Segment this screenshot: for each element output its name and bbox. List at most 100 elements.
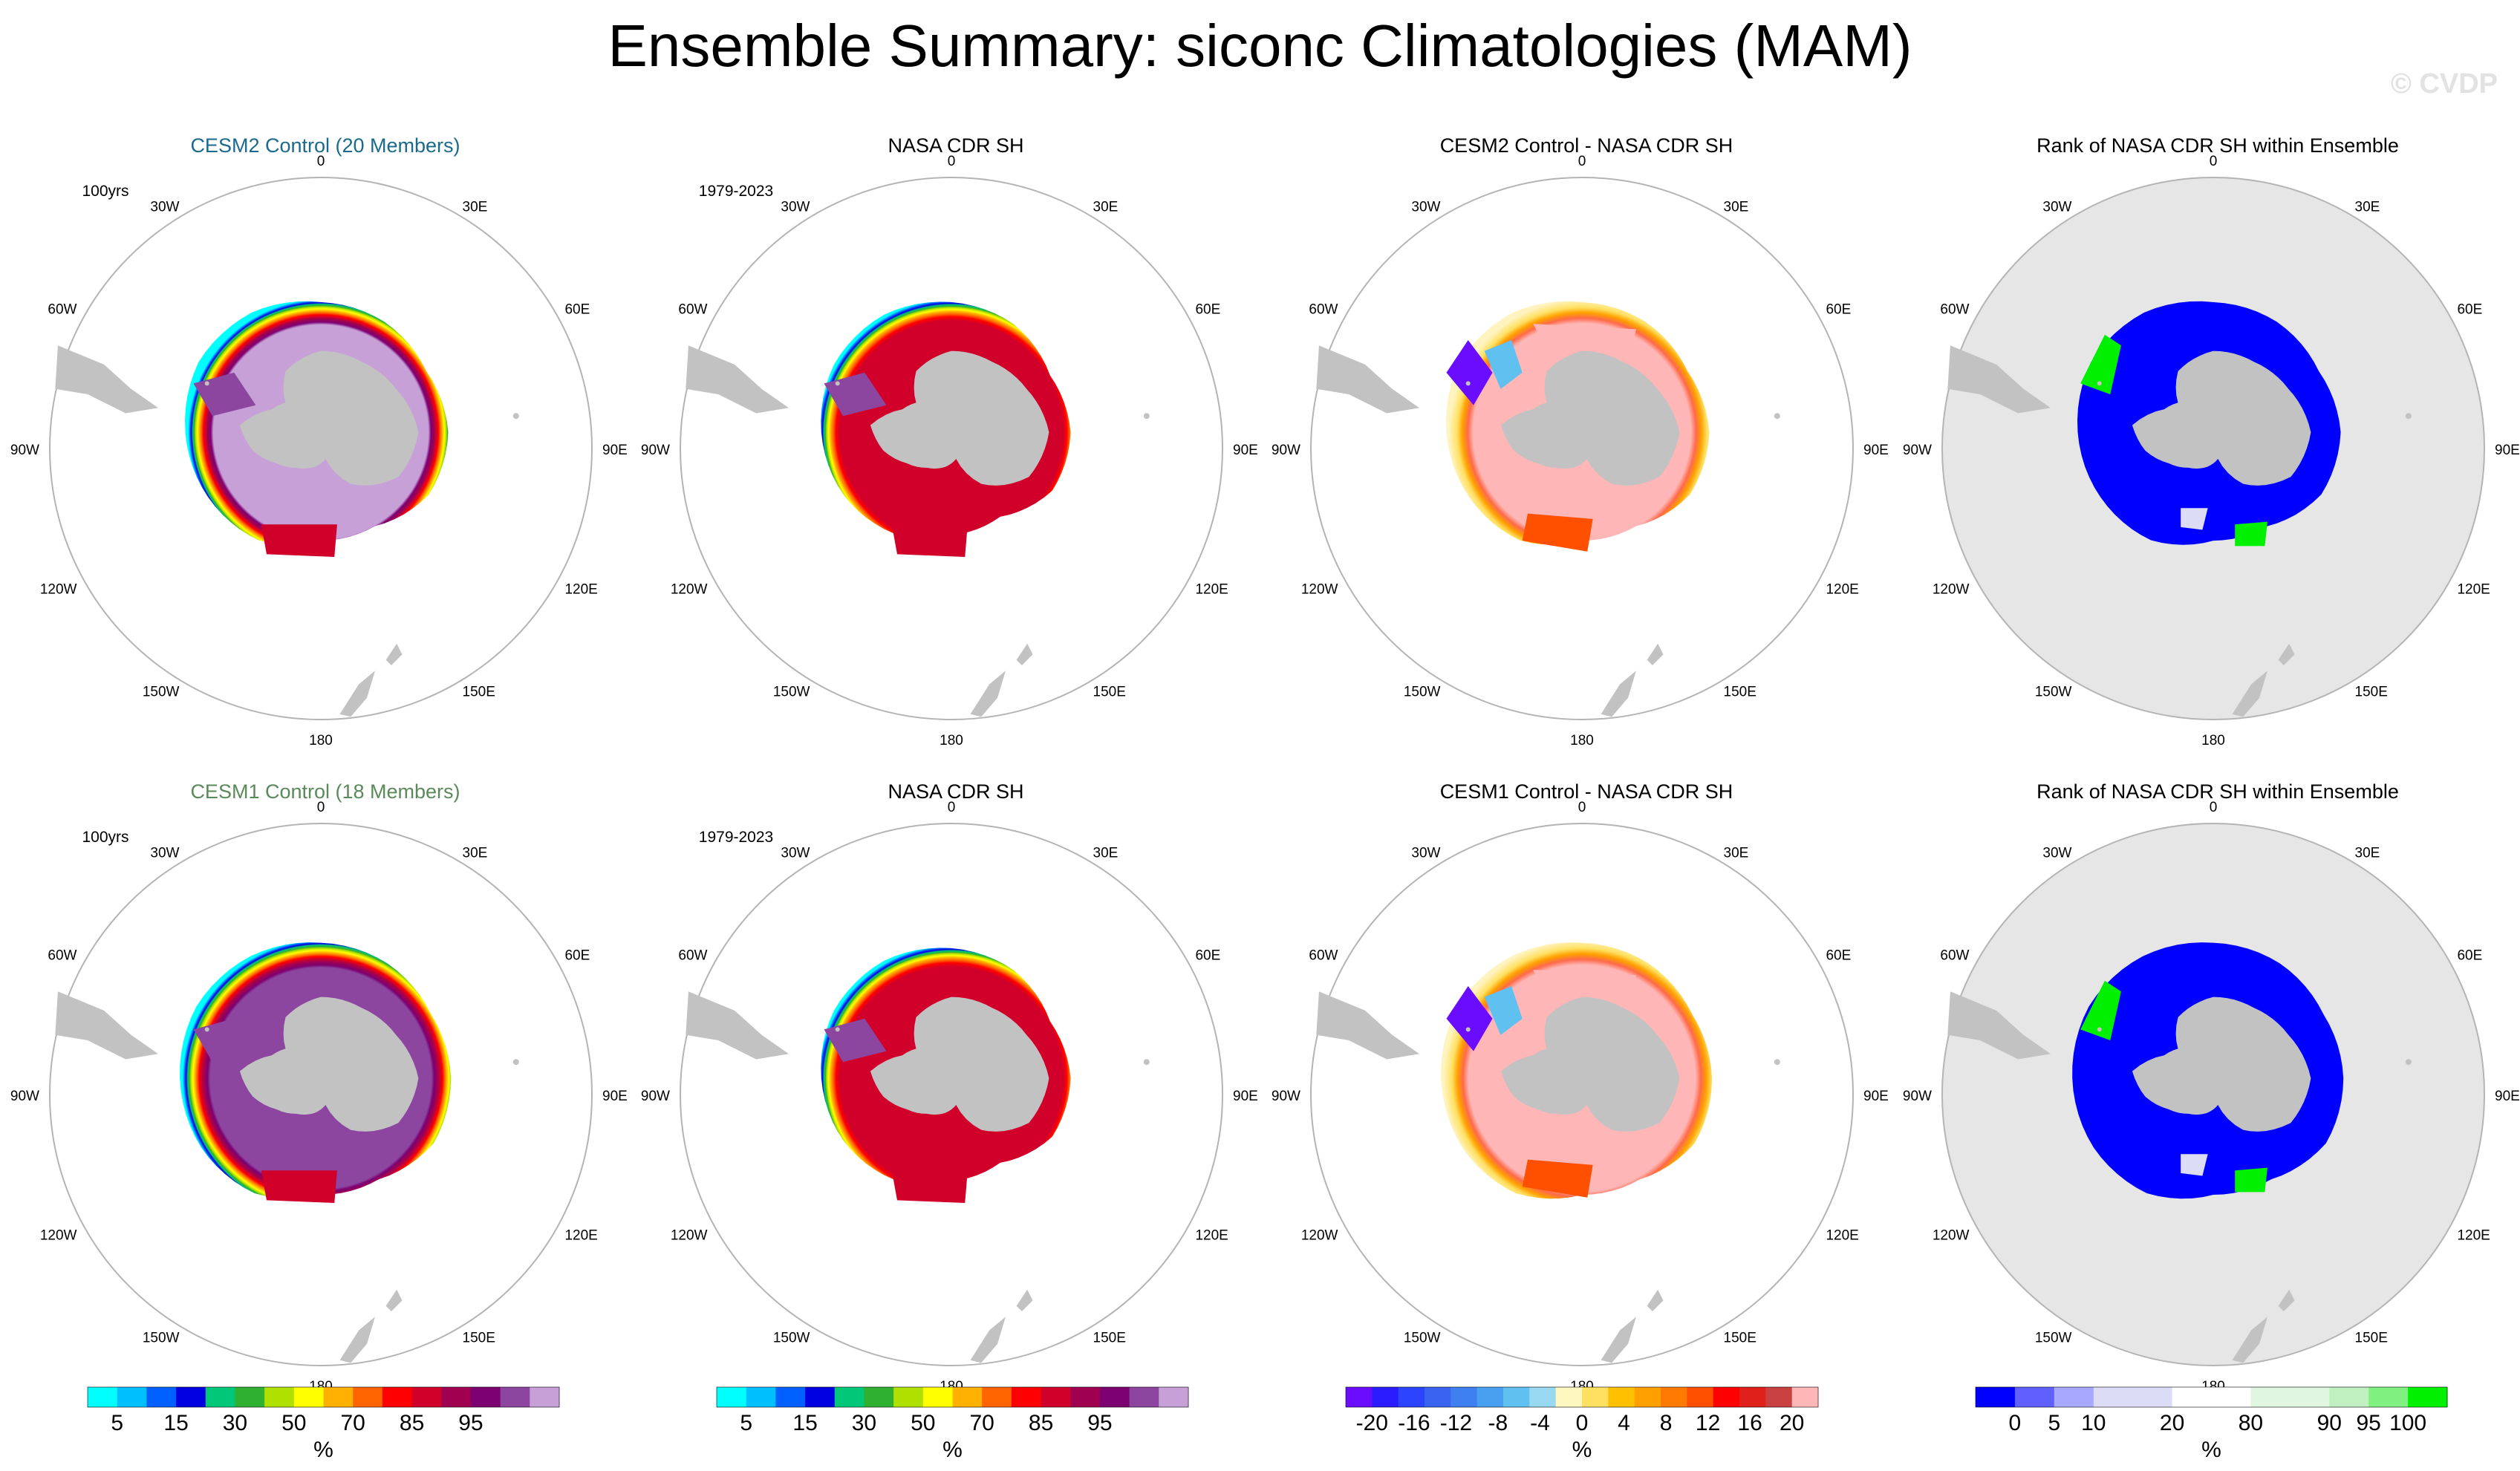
colorbar-conc-bar-2: 5 15 30 50 70 85 95% (716, 1386, 1189, 1462)
positive-anomaly-band (1533, 324, 1636, 351)
colorbar-segment (2329, 1387, 2369, 1407)
new-zealand-land (2232, 671, 2267, 717)
colorbar-tick-label: -12 (1440, 1411, 1472, 1435)
new-zealand-north-land (1016, 1289, 1033, 1311)
colorbar-segment (1372, 1387, 1399, 1407)
colorbar-segment (1041, 1387, 1071, 1407)
meridian-label: 120W (1301, 582, 1338, 598)
colorbar-tick-label: 85 (1029, 1411, 1053, 1435)
colorbar-tick-label: 0 (2009, 1411, 2022, 1435)
colorbar-unit-label: % (1572, 1438, 1592, 1462)
south-america-land (1947, 991, 2051, 1060)
south-america-land (55, 991, 158, 1060)
colorbar-segment (1070, 1387, 1101, 1407)
meridian-label: 120W (1933, 1228, 1970, 1244)
meridian-label: 120E (564, 582, 597, 598)
antarctica-land (2132, 997, 2311, 1132)
colorbar-segment (893, 1387, 924, 1407)
colorbar-tick-label: 70 (970, 1411, 994, 1435)
meridian-label: 60E (2457, 302, 2482, 318)
colorbar-tick-label: 30 (223, 1411, 247, 1435)
colorbar-frame (87, 1386, 560, 1408)
meridian-label: 120W (671, 582, 708, 598)
antarctica-land (2132, 350, 2311, 486)
new-zealand-north-land (385, 643, 403, 665)
meridian-label: 90E (1863, 443, 1889, 458)
meridian-label: 30W (150, 200, 179, 215)
meridian-label: 120W (1301, 1228, 1338, 1244)
meridian-label: 60W (1309, 302, 1338, 318)
meridian-label: 120W (40, 582, 77, 598)
meridian-label: 0 (948, 800, 956, 815)
meridian-label: 30W (2042, 200, 2071, 215)
positive-anomaly-band (1533, 970, 1636, 997)
meridian-label: 60E (1826, 302, 1851, 318)
meridian-label: 90E (2495, 1089, 2520, 1104)
figure-title: Ensemble Summary: siconc Climatologies (… (608, 13, 1912, 79)
colorbar-segment (530, 1387, 560, 1407)
meridian-label: 150E (1724, 1330, 1756, 1346)
colorbar-segment (864, 1387, 894, 1407)
south-america-land (1316, 991, 1419, 1060)
new-zealand-north-land (1647, 1289, 1664, 1311)
colorbar-tick-label: 80 (2239, 1411, 2263, 1435)
colorbar-segment (1451, 1387, 1478, 1407)
colorbar-segment (1425, 1387, 1451, 1407)
colorbar-segment (176, 1387, 206, 1407)
map-panel-obs-row2: NASA CDR SH1979-2023030E60E90E120E150E18… (641, 780, 1258, 1395)
meridian-label: 150E (463, 684, 495, 699)
new-zealand-north-land (1016, 643, 1033, 665)
colorbar-segment (1129, 1387, 1159, 1407)
panel-period-label: 1979-2023 (699, 829, 773, 846)
colorbar-conc-bar: 5 15 30 50 70 85 95% (87, 1386, 560, 1462)
meridian-label: 0 (2210, 800, 2218, 815)
meridian-label: 0 (317, 800, 325, 815)
meridian-label: 90W (641, 443, 670, 458)
kerguelen-island (1143, 1059, 1150, 1066)
colorbar-tick-label: 12 (1696, 1411, 1720, 1435)
south-georgia-island (835, 1027, 840, 1032)
ross-thick-ice (891, 1170, 968, 1203)
south-georgia-island (2097, 381, 2102, 386)
colorbar-tick-label: 90 (2317, 1411, 2342, 1435)
meridian-label: 90W (10, 443, 39, 458)
antarctica-land (1500, 997, 1680, 1132)
colorbar-segment (146, 1387, 177, 1407)
colorbar-tick-label: 16 (1737, 1411, 1762, 1435)
colorbar-rank-bar: 0 5 10 20 80 90 95 100% (1975, 1386, 2448, 1462)
map-panel-obs-row1: NASA CDR SH 1979-2023 0 30E 60E 90E 120E 150E 18… (641, 134, 1258, 748)
colorbar-tick-label: 5 (111, 1411, 123, 1435)
colorbar-segment (117, 1387, 147, 1407)
colorbar-segment (1765, 1387, 1793, 1407)
colorbar-frame (1345, 1386, 1819, 1408)
meridian-label: 180 (940, 733, 963, 748)
meridian-label: 90E (602, 1089, 628, 1104)
meridian-label: 150W (1404, 1330, 1441, 1346)
colorbar-tick-label: 8 (1660, 1411, 1673, 1435)
new-zealand-land (970, 671, 1006, 717)
colorbar-segment (470, 1387, 501, 1407)
negative-anomaly-weddell (1446, 986, 1493, 1051)
meridian-label: 60W (1940, 302, 1969, 318)
meridian-label: 90E (1233, 1089, 1258, 1104)
panel-title: Rank of NASA CDR SH within Ensemble (2036, 780, 2399, 803)
colorbar-segment (717, 1387, 747, 1407)
meridian-label: 0 (948, 154, 956, 169)
negative-anomaly-weddell (1446, 340, 1493, 405)
meridian-label: 90E (1233, 443, 1258, 458)
colorbar-segment (353, 1387, 383, 1407)
colorbar-diff-bar: -20 -16 -12 -8 -4 0 4 8 12 16 20% (1345, 1386, 1819, 1462)
meridian-label: 150W (2035, 684, 2072, 699)
antarctica-land (1500, 350, 1680, 486)
colorbar-segment (1476, 1387, 1504, 1407)
colorbar-tick-label: 5 (2048, 1411, 2060, 1435)
colorbar-segment (775, 1387, 806, 1407)
colorbar-tick-label: 95 (458, 1411, 483, 1435)
colorbar-segment (1582, 1387, 1609, 1407)
meridian-label: 0 (317, 154, 325, 169)
kerguelen-island (2405, 1059, 2412, 1066)
meridian-label: 60E (2457, 948, 2482, 964)
colorbar-segment (500, 1387, 530, 1407)
